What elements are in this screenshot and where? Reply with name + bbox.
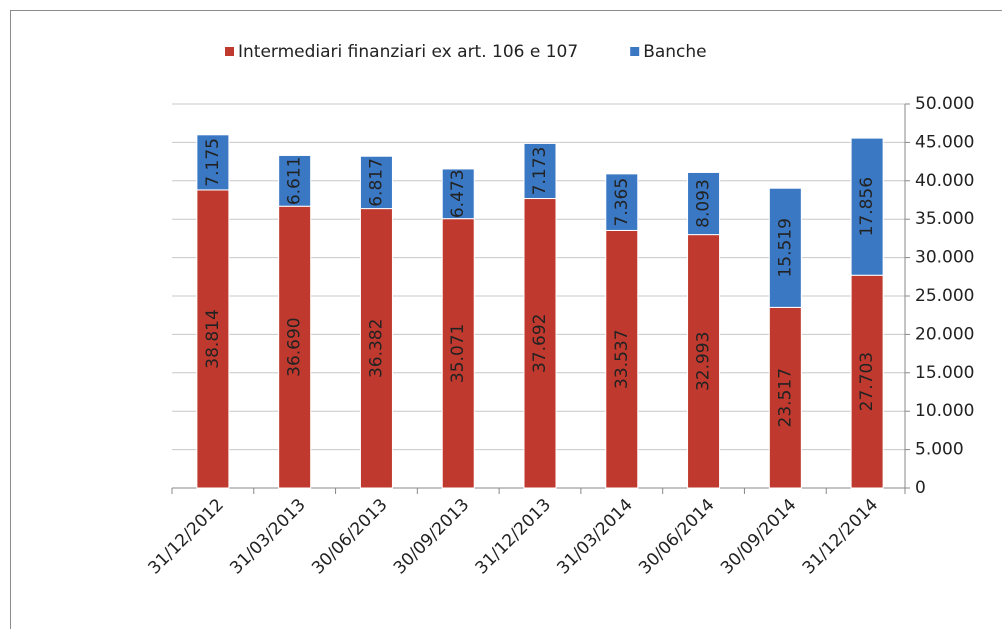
- y-tick-label: 40.000: [915, 171, 974, 191]
- x-tick-label: 31/03/2013: [226, 495, 309, 578]
- value-label: 27.703: [857, 352, 877, 411]
- bar-segment: [359, 155, 393, 210]
- legend-swatch: [630, 47, 640, 56]
- y-tick-label: 25.000: [915, 286, 974, 306]
- y-tick-label: 10.000: [915, 401, 974, 421]
- value-label: 15.519: [775, 218, 795, 277]
- value-label: 37.692: [530, 314, 550, 373]
- value-label: 6.817: [366, 158, 386, 207]
- value-label: 36.382: [366, 319, 386, 378]
- bar-segment: [278, 154, 312, 207]
- bar-segment: [359, 208, 393, 489]
- bar-segment: [850, 274, 884, 489]
- value-label: 7.365: [612, 178, 632, 227]
- y-tick-label: 50.000: [915, 94, 974, 114]
- value-label: 38.814: [203, 309, 223, 368]
- x-tick-label: 31/12/2014: [799, 495, 882, 578]
- y-tick-label: 35.000: [915, 209, 974, 229]
- bar-segment: [441, 218, 475, 489]
- bar-segment: [196, 189, 230, 489]
- x-tick-label: 30/09/2013: [390, 495, 473, 578]
- y-tick-label: 45.000: [915, 132, 974, 152]
- bar-segment: [196, 134, 230, 191]
- x-tick-label: 31/03/2014: [553, 495, 636, 578]
- bar-segment: [523, 142, 557, 200]
- bar-segment: [768, 306, 802, 489]
- value-label: 32.993: [694, 332, 714, 391]
- bar-segment: [605, 229, 639, 489]
- legend-label: Intermediari finanziari ex art. 106 e 10…: [238, 42, 578, 62]
- y-tick-label: 15.000: [915, 363, 974, 383]
- bar-segment: [605, 173, 639, 231]
- bar-segment: [523, 198, 557, 489]
- bar-segment: [768, 187, 802, 308]
- value-label: 8.093: [694, 179, 714, 228]
- x-tick-label: 31/12/2013: [472, 495, 555, 578]
- bar-segment: [850, 137, 884, 276]
- bar-segment: [687, 234, 721, 489]
- legend-swatch: [225, 47, 234, 56]
- value-label: 17.856: [857, 177, 877, 236]
- value-label: 35.071: [448, 324, 468, 383]
- bar-segment: [687, 171, 721, 236]
- value-label: 6.611: [285, 156, 305, 205]
- bar-segment: [441, 168, 475, 220]
- bar-segment: [278, 205, 312, 489]
- y-tick-label: 5.000: [915, 440, 964, 460]
- value-label: 6.473: [448, 169, 468, 218]
- value-label: 33.537: [612, 329, 632, 388]
- y-tick-label: 30.000: [915, 248, 974, 268]
- y-tick-label: 0: [915, 478, 926, 498]
- value-label: 7.175: [203, 138, 223, 187]
- x-tick-label: 30/06/2014: [635, 495, 718, 578]
- y-tick-label: 20.000: [915, 324, 974, 344]
- legend-label: Banche: [643, 42, 706, 62]
- x-tick-label: 30/09/2014: [717, 495, 800, 578]
- x-tick-label: 30/06/2013: [308, 495, 391, 578]
- value-label: 7.173: [530, 147, 550, 196]
- value-label: 23.517: [775, 368, 795, 427]
- x-tick-label: 31/12/2012: [145, 495, 228, 578]
- chart-frame: [10, 10, 1002, 629]
- value-label: 36.690: [285, 317, 305, 376]
